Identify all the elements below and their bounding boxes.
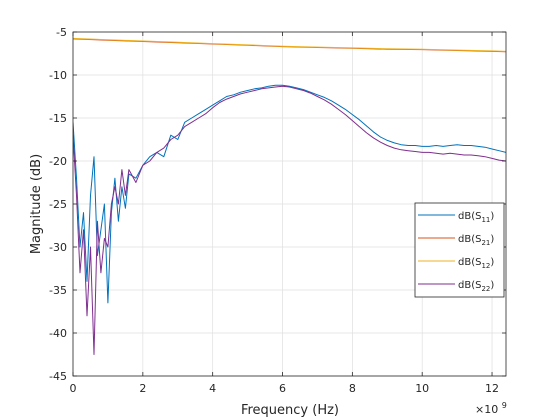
x-tick-label: 12 (485, 382, 499, 395)
legend-box (414, 202, 505, 298)
legend-label-12: dB(S12) (458, 257, 494, 270)
series-line-12 (73, 37, 506, 52)
legend-label-21: dB(S21) (458, 234, 494, 247)
y-tick-label: -20 (49, 155, 67, 168)
x-tick-label: 10 (415, 382, 429, 395)
y-tick-label: -40 (49, 327, 67, 340)
series-line-11 (73, 84, 506, 304)
x-axis-exponent: ×10 9 (475, 401, 507, 416)
x-tick-label: 8 (349, 382, 356, 395)
series-line-22 (73, 85, 506, 355)
x-tick-label: 4 (209, 382, 216, 395)
x-tick-label: 0 (70, 382, 77, 395)
y-tick-label: -35 (49, 284, 67, 297)
legend-label-22: dB(S22) (458, 280, 494, 293)
x-axis-ticks: 0 2 4 6 8 10 12 (70, 32, 499, 395)
y-tick-label: -25 (49, 198, 67, 211)
x-axis-exponent-base: ×10 (475, 403, 498, 416)
y-tick-label: -15 (49, 112, 67, 125)
series-layer (73, 37, 506, 355)
y-tick-label: -5 (56, 26, 67, 39)
y-tick-label: -30 (49, 241, 67, 254)
y-axis-label: Magnitude (dB) (29, 154, 44, 254)
x-axis-label: Frequency (Hz) (241, 403, 339, 418)
y-tick-label: -10 (49, 69, 67, 82)
x-tick-label: 2 (139, 382, 146, 395)
x-axis-exponent-power: 9 (502, 401, 507, 410)
legend-label-11: dB(S11) (458, 211, 494, 224)
x-tick-label: 6 (279, 382, 286, 395)
legend: dB(S11) dB(S21) dB(S12) dB(S22) (414, 202, 505, 298)
y-axis-ticks: -5 -10 -15 -20 -25 -30 -35 -40 -45 (49, 26, 506, 383)
y-tick-label: -45 (49, 370, 67, 383)
